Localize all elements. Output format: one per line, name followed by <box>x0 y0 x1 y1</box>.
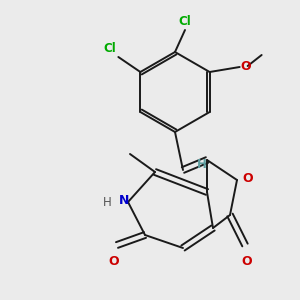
Text: N: N <box>118 194 129 208</box>
Text: H: H <box>197 158 207 172</box>
Text: O: O <box>242 255 252 268</box>
Text: O: O <box>242 172 253 184</box>
Text: O: O <box>109 255 119 268</box>
Text: H: H <box>103 196 112 209</box>
Text: O: O <box>241 61 251 74</box>
Text: Cl: Cl <box>103 42 116 55</box>
Text: Cl: Cl <box>178 15 191 28</box>
